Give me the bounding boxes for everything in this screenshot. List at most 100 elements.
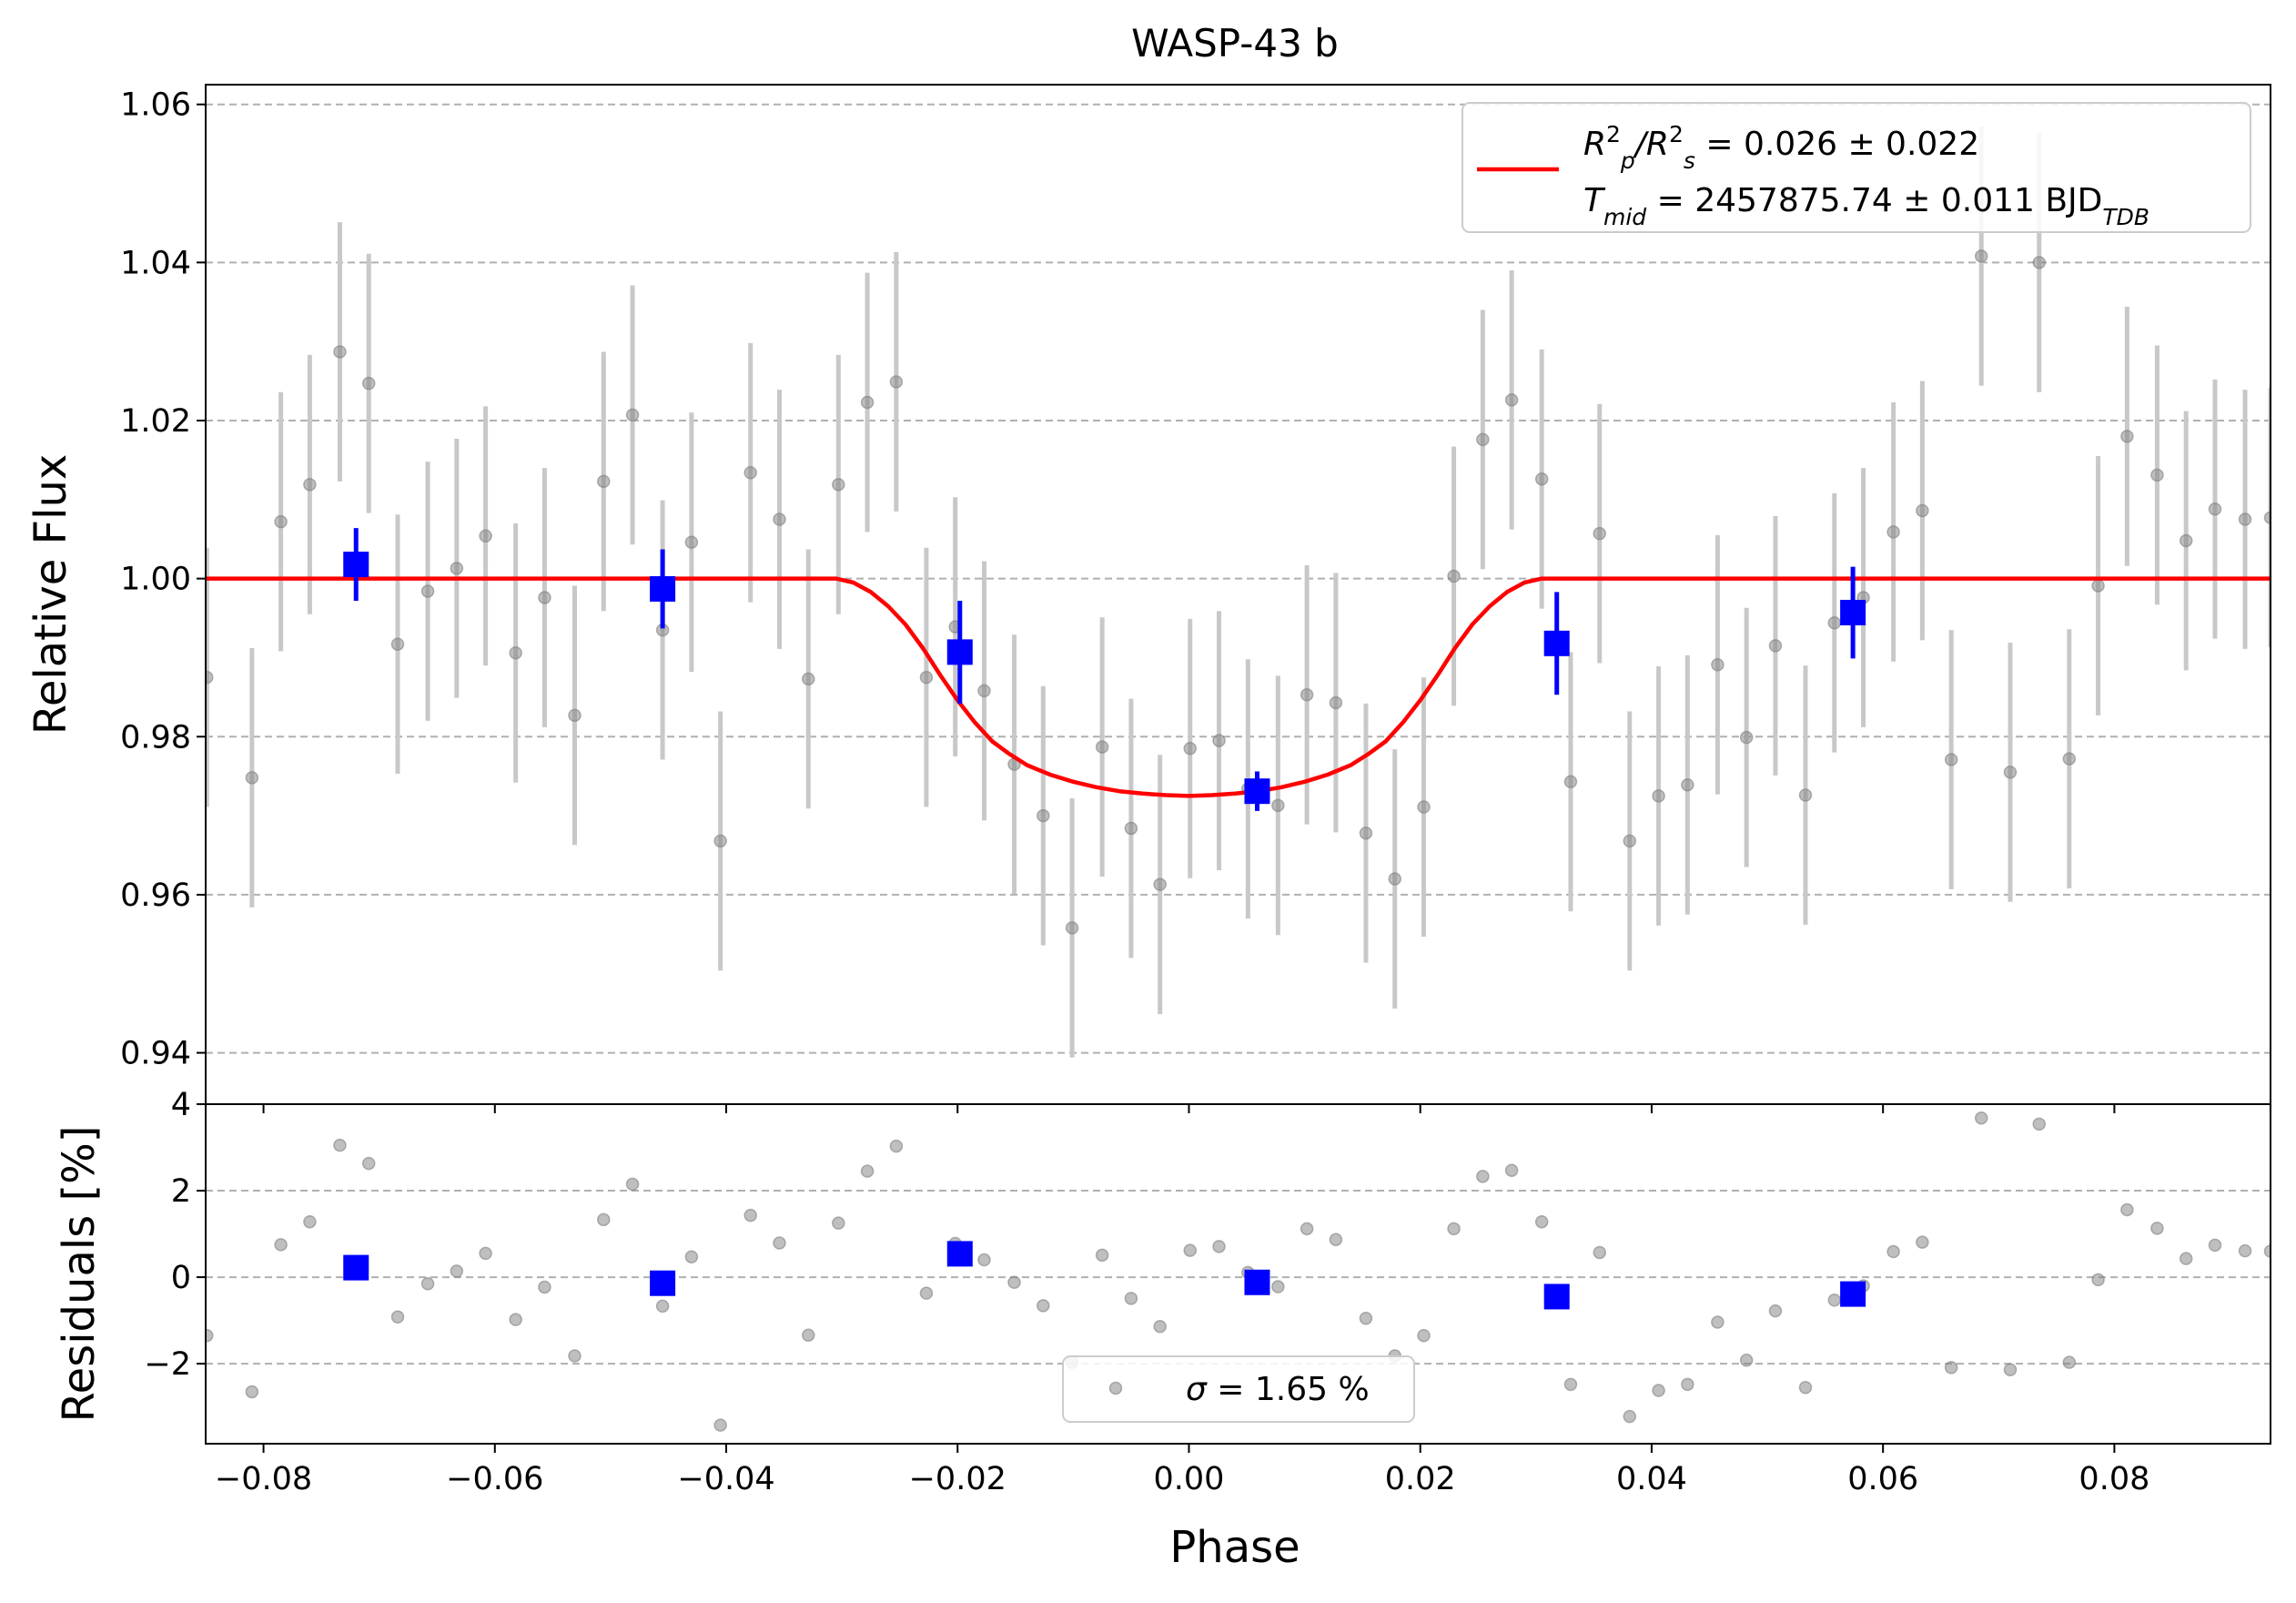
raw-point [245, 1385, 259, 1399]
raw-point [713, 1418, 727, 1432]
raw-point [390, 1310, 405, 1324]
y-tick-label: 0.98 [120, 719, 191, 756]
raw-point [832, 1216, 845, 1230]
raw-point [245, 771, 259, 785]
raw-point [655, 1299, 670, 1314]
y-tick-label: 2 [171, 1173, 191, 1210]
raw-point [625, 1177, 640, 1192]
y-tick-label: −2 [144, 1346, 191, 1383]
raw-point [1798, 1380, 1813, 1395]
raw-point [1944, 1361, 1958, 1375]
raw-point [274, 514, 288, 529]
raw-point [2208, 502, 2222, 516]
raw-point [2120, 430, 2134, 443]
raw-point [361, 376, 376, 391]
raw-point [1974, 1111, 1988, 1125]
raw-point [1886, 525, 1900, 539]
raw-point [1974, 249, 1988, 263]
raw-point [977, 1253, 991, 1267]
x-tick-label: 0.00 [1154, 1461, 1225, 1497]
x-axis-title: Phase [1169, 1522, 1300, 1573]
raw-point [919, 1286, 934, 1300]
binned-point [1840, 599, 1866, 625]
raw-point [1944, 753, 1958, 766]
raw-point [1329, 695, 1343, 710]
raw-point [2120, 1202, 2134, 1217]
binned-point [1840, 1281, 1866, 1307]
legend-line-radius-ratio-part: R [1583, 126, 1606, 163]
binned-point [650, 575, 676, 602]
raw-point [2032, 256, 2047, 269]
raw-point [1681, 777, 1694, 792]
raw-point [274, 1238, 288, 1252]
raw-point [684, 1250, 699, 1263]
raw-point [743, 1208, 757, 1223]
raw-point [1504, 1163, 1519, 1177]
x-tick-label: 0.08 [2079, 1461, 2149, 1497]
binned-point [1543, 1283, 1570, 1310]
raw-point [1916, 503, 1929, 518]
raw-point [597, 474, 611, 489]
binned-point [1244, 1269, 1270, 1295]
raw-point [303, 478, 317, 492]
raw-point [1124, 1292, 1138, 1305]
binned-point [650, 1270, 676, 1296]
chart-title: WASP-43 b [1131, 21, 1339, 66]
raw-point [1359, 826, 1373, 840]
raw-point [1183, 1243, 1197, 1257]
binned-point [946, 1241, 973, 1267]
raw-point [1652, 1384, 1665, 1397]
raw-point [1916, 1235, 1929, 1249]
y-axis-title: Relative Flux [25, 454, 76, 736]
raw-point [1417, 1328, 1431, 1343]
y-tick-label: 1.06 [120, 87, 191, 124]
raw-point [625, 408, 640, 422]
raw-point [1417, 800, 1431, 814]
legend-line-radius-ratio-part: = 0.026 ± 0.022 [1695, 126, 1979, 163]
transit-model-line [206, 576, 2271, 798]
legend-line-radius-ratio-part: 2 [1606, 121, 1621, 147]
raw-point [743, 466, 757, 480]
raw-point [919, 670, 934, 685]
legend-line-tmid-part: = 2457875.74 ± 0.011 BJD [1646, 182, 2102, 219]
y-tick-label: 0.96 [120, 878, 191, 914]
raw-point [1768, 639, 1783, 653]
raw-point [1739, 730, 1754, 745]
raw-point [206, 1328, 214, 1343]
raw-point [977, 684, 991, 698]
raw-point [1711, 1315, 1725, 1329]
x-tick-label: −0.08 [215, 1461, 312, 1497]
raw-point [333, 1138, 347, 1152]
raw-point [420, 1276, 435, 1291]
flux-panel: 0.94 0.96 0.98 1.00 1.02 1.04 1.06 Relative Flu… [25, 84, 2271, 1113]
x-tick-label: 0.02 [1385, 1461, 1456, 1497]
raw-point [1359, 1311, 1373, 1325]
x-tick-label: −0.04 [677, 1461, 774, 1497]
raw-point [1504, 393, 1519, 407]
legend-line-tmid-part: T [1583, 182, 1606, 219]
raw-point [1447, 1222, 1461, 1236]
raw-point [2238, 512, 2252, 526]
raw-point [509, 1313, 522, 1326]
x-tick-label: −0.06 [446, 1461, 543, 1497]
legend-line-radius-ratio-part: /R [1633, 126, 1669, 163]
raw-point [1329, 1233, 1343, 1246]
raw-point [2208, 1238, 2222, 1253]
raw-point [479, 529, 492, 543]
raw-point [1153, 878, 1167, 891]
raw-point [2091, 1273, 2105, 1287]
raw-point [1534, 472, 1549, 486]
raw-point [206, 670, 214, 685]
raw-point [568, 1349, 582, 1363]
raw-point [450, 1264, 464, 1278]
raw-point [303, 1214, 317, 1229]
raw-point [1095, 1248, 1109, 1263]
raw-point [420, 584, 435, 598]
legend-line-radius-ratio-part: p [1620, 147, 1635, 174]
raw-point [1681, 1377, 1694, 1392]
legend-line-radius-ratio-part: 2 [1669, 121, 1684, 147]
raw-point [2091, 579, 2105, 593]
raw-point [390, 637, 405, 651]
raw-point [1886, 1244, 1900, 1259]
binned-point [343, 1254, 369, 1281]
